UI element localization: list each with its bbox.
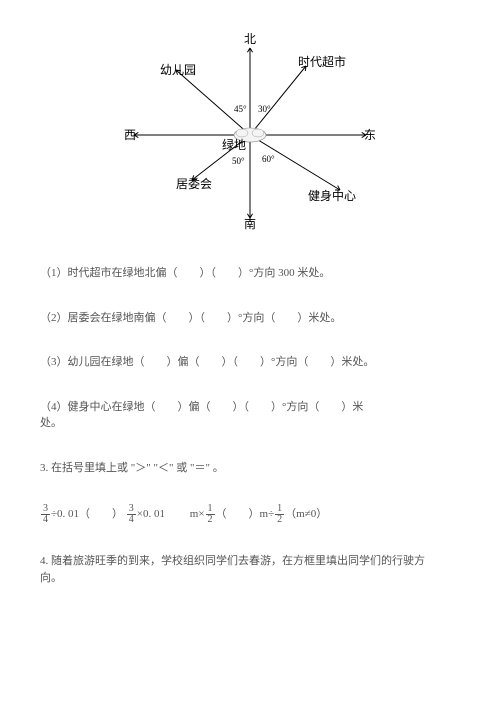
problem-3-lead: 3. 在括号里填上或 "＞" "＜" 或 "＝" 。 <box>40 460 460 477</box>
expr-paren: （ ）m÷ <box>216 506 275 523</box>
q2-text: （2）居委会在绿地南偏（ ）（ ）°方向（ ）米处。 <box>40 312 341 324</box>
question-3: （3）幼儿园在绿地（ ）偏（ ）（ ）°方向（ ）米处。 <box>40 354 460 371</box>
svg-text:幼儿园: 幼儿园 <box>160 63 196 77</box>
fraction-1-2-b: 1 2 <box>275 504 284 525</box>
svg-text:50°: 50° <box>232 156 245 166</box>
svg-text:居委会: 居委会 <box>176 177 212 191</box>
p4-text-a: 4. 随着旅游旺季的到来，学校组织同学们去春游，在方框里填出同学们的行驶方 <box>40 555 425 567</box>
svg-text:北: 北 <box>244 32 256 46</box>
svg-text:45°: 45° <box>234 104 247 114</box>
q4-text-a: （4）健身中心在绿地（ ）偏（ ）（ ）°方向（ ）米 <box>40 401 363 413</box>
svg-text:时代超市: 时代超市 <box>298 54 346 69</box>
svg-text:健身中心: 健身中心 <box>308 188 356 203</box>
q4-text-b: 处。 <box>40 417 62 429</box>
diagram-svg: 北南 西 东 幼儿园 45° 时代超市 30° 居委会 50° 健身中心 60° 绿地 <box>120 30 380 230</box>
direction-diagram: 北南 西 东 幼儿园 45° 时代超市 30° 居委会 50° 健身中心 60° 绿地 <box>120 30 380 235</box>
svg-text:30°: 30° <box>258 104 271 114</box>
problem-3-expr: 3 4 ÷0. 01（ ） 3 4 ×0. 01 m× 1 2 （ ）m÷ 1 … <box>40 504 460 525</box>
expr-mul-a: ×0. 01 <box>137 506 165 523</box>
p3-lead: 3. 在括号里填上或 "＞" "＜" 或 "＝" 。 <box>40 462 224 474</box>
expr-div-a: ÷0. 01（ ） <box>51 506 123 523</box>
svg-text:60°: 60° <box>262 154 275 164</box>
question-2: （2）居委会在绿地南偏（ ）（ ）°方向（ ）米处。 <box>40 310 460 327</box>
svg-text:绿地: 绿地 <box>222 137 246 152</box>
fraction-3-4-a: 3 4 <box>41 504 50 525</box>
question-4: （4）健身中心在绿地（ ）偏（ ）（ ）°方向（ ）米 处。 <box>40 399 460 432</box>
problem-4: 4. 随着旅游旺季的到来，学校组织同学们去春游，在方框里填出同学们的行驶方 向。 <box>40 553 460 586</box>
fraction-3-4-b: 3 4 <box>127 504 136 525</box>
svg-text:东: 东 <box>364 128 376 142</box>
expr-sep: m× <box>168 506 205 523</box>
expr-tail: （m≠0） <box>285 506 327 523</box>
p4-text-b: 向。 <box>40 572 62 584</box>
fraction-1-2-a: 1 2 <box>206 504 215 525</box>
svg-text:西: 西 <box>124 128 136 142</box>
svg-text:南: 南 <box>244 216 256 230</box>
q3-text: （3）幼儿园在绿地（ ）偏（ ）（ ）°方向（ ）米处。 <box>40 356 374 368</box>
q1-text: （1）时代超市在绿地北偏（ ）（ ）°方向 300 米处。 <box>40 267 330 279</box>
question-1: （1）时代超市在绿地北偏（ ）（ ）°方向 300 米处。 <box>40 265 460 282</box>
